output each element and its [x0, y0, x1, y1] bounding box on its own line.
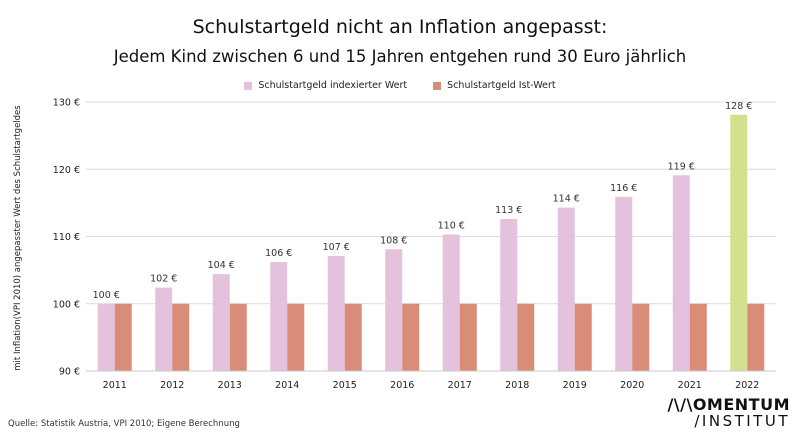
- data-label: 106 €: [265, 248, 292, 259]
- x-tick-label: 2019: [563, 380, 587, 391]
- bar-indexed: [212, 274, 230, 371]
- bar-actual: [287, 303, 305, 371]
- legend-item-actual: Schulstartgeld Ist-Wert: [433, 80, 556, 91]
- x-tick-label: 2022: [735, 380, 759, 391]
- y-tick-label: 90 €: [59, 367, 80, 378]
- bar-indexed: [672, 175, 690, 371]
- bar-indexed: [557, 207, 575, 371]
- bar-actual: [344, 303, 362, 371]
- data-label: 100 €: [93, 290, 120, 301]
- x-tick-label: 2014: [275, 380, 299, 391]
- data-label: 114 €: [553, 194, 580, 205]
- bar-actual: [459, 303, 477, 371]
- chart-title: Schulstartgeld nicht an Inflation angepa…: [192, 16, 608, 38]
- momentum-institut-logo: /\/\OMENTUM /INSTITUT: [667, 395, 790, 430]
- bar-indexed: [442, 234, 460, 371]
- data-label: 110 €: [438, 220, 465, 231]
- bar-indexed: [730, 114, 748, 371]
- data-label: 102 €: [150, 274, 177, 285]
- bar-indexed: [155, 287, 173, 371]
- data-label: 116 €: [610, 183, 637, 194]
- bar-indexed: [97, 303, 115, 371]
- data-label: 104 €: [208, 260, 235, 271]
- data-label: 108 €: [380, 235, 407, 246]
- x-tick-label: 2018: [505, 380, 529, 391]
- bar-indexed: [615, 196, 633, 371]
- data-label: 128 €: [725, 101, 752, 112]
- bar-actual: [517, 303, 535, 371]
- bar-actual: [114, 303, 132, 371]
- bar-indexed: [327, 256, 345, 371]
- bar-actual: [689, 303, 707, 371]
- legend-label-indexed: Schulstartgeld indexierter Wert: [258, 80, 408, 91]
- x-tick-label: 2020: [620, 380, 644, 391]
- bar-actual: [172, 303, 190, 371]
- legend-swatch-indexed: [244, 81, 253, 90]
- bar-actual: [229, 303, 247, 371]
- data-label: 107 €: [323, 242, 350, 253]
- bar-indexed: [385, 249, 403, 371]
- x-tick-label: 2021: [678, 380, 702, 391]
- bar-actual: [747, 303, 765, 371]
- logo-line-2: /INSTITUT: [694, 412, 790, 430]
- bar-actual: [402, 303, 420, 371]
- legend-swatch-actual: [433, 81, 442, 90]
- bar-indexed: [500, 219, 518, 371]
- bar-indexed: [270, 262, 288, 371]
- data-label: 119 €: [668, 161, 695, 172]
- x-tick-label: 2017: [448, 380, 472, 391]
- bar-actual: [632, 303, 650, 371]
- chart-subtitle: Jedem Kind zwischen 6 und 15 Jahren entg…: [113, 47, 687, 66]
- x-tick-label: 2016: [390, 380, 414, 391]
- legend: Schulstartgeld indexierter Wert Schulsta…: [0, 80, 800, 91]
- x-tick-label: 2015: [333, 380, 357, 391]
- source-note: Quelle: Statistik Austria, VPI 2010; Eig…: [8, 419, 240, 429]
- y-tick-label: 130 €: [53, 98, 80, 109]
- y-tick-label: 110 €: [53, 232, 80, 243]
- y-tick-label: 120 €: [53, 165, 80, 176]
- data-label: 113 €: [495, 205, 522, 216]
- x-tick-label: 2013: [218, 380, 242, 391]
- legend-item-indexed: Schulstartgeld indexierter Wert: [244, 80, 407, 91]
- x-tick-label: 2011: [103, 380, 127, 391]
- x-tick-label: 2012: [160, 380, 184, 391]
- logo-line-1: /\/\OMENTUM: [667, 395, 790, 414]
- y-tick-label: 100 €: [53, 299, 80, 310]
- bar-actual: [574, 303, 592, 371]
- legend-label-actual: Schulstartgeld Ist-Wert: [447, 80, 556, 91]
